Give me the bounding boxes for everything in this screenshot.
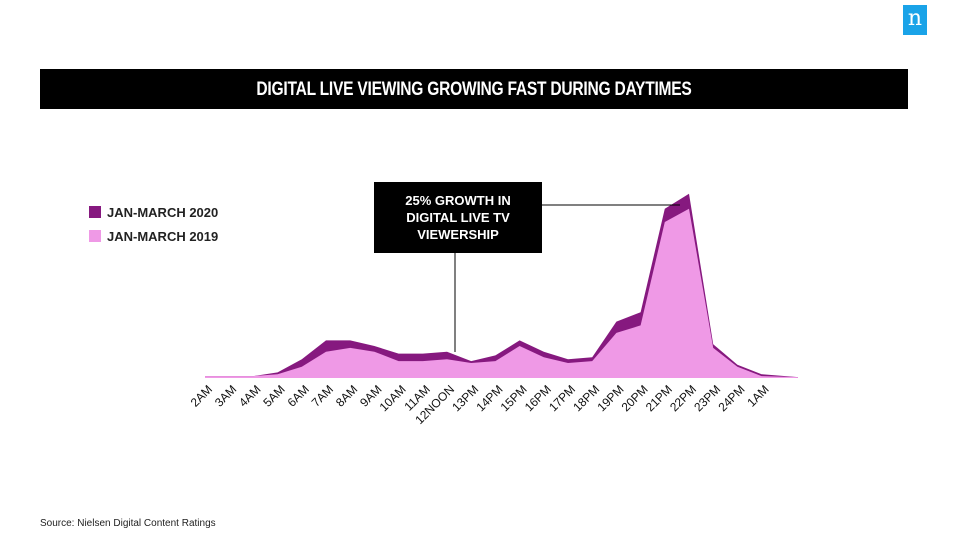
x-tick-label: 10AM bbox=[377, 382, 409, 414]
x-tick-label: 3AM bbox=[212, 382, 239, 409]
x-tick-label: 19PM bbox=[594, 382, 626, 414]
x-tick-label: 24PM bbox=[715, 382, 747, 414]
chart-title: DIGITAL LIVE VIEWING GROWING FAST DURING… bbox=[256, 79, 692, 100]
legend-swatch-2020 bbox=[89, 206, 101, 218]
source-note: Source: Nielsen Digital Content Ratings bbox=[40, 518, 216, 529]
x-tick-label: 5AM bbox=[260, 382, 287, 409]
callout-text: 25% GROWTH IN DIGITAL LIVE TV VIEWERSHIP bbox=[405, 193, 511, 242]
x-tick-label: 8AM bbox=[333, 382, 360, 409]
x-tick-label: 1AM bbox=[744, 382, 771, 409]
nielsen-logo: n bbox=[903, 5, 927, 35]
x-tick-label: 15PM bbox=[498, 382, 530, 414]
x-tick-label: 6AM bbox=[285, 382, 312, 409]
x-tick-label: 21PM bbox=[643, 382, 675, 414]
x-tick-label: 7AM bbox=[309, 382, 336, 409]
x-tick-label: 4AM bbox=[236, 382, 263, 409]
callout-box: 25% GROWTH IN DIGITAL LIVE TV VIEWERSHIP bbox=[374, 182, 542, 253]
x-tick-label: 23PM bbox=[691, 382, 723, 414]
x-tick-label: 16PM bbox=[522, 382, 554, 414]
x-tick-label: 13PM bbox=[449, 382, 481, 414]
legend-label-2019: JAN-MARCH 2019 bbox=[107, 229, 219, 244]
legend-label-2020: JAN-MARCH 2020 bbox=[107, 205, 219, 220]
x-axis-ticks: 2AM3AM4AM5AM6AM7AM8AM9AM10AM11AM12NOON13… bbox=[188, 382, 772, 427]
series-area-2019 bbox=[205, 208, 798, 378]
x-tick-label: 17PM bbox=[546, 382, 578, 414]
title-bar: DIGITAL LIVE VIEWING GROWING FAST DURING… bbox=[40, 69, 908, 109]
x-tick-label: 18PM bbox=[570, 382, 602, 414]
x-tick-label: 22PM bbox=[667, 382, 699, 414]
x-tick-label: 2AM bbox=[188, 382, 215, 409]
x-tick-label: 20PM bbox=[619, 382, 651, 414]
legend-swatch-2019 bbox=[89, 230, 101, 242]
x-tick-label: 14PM bbox=[473, 382, 505, 414]
